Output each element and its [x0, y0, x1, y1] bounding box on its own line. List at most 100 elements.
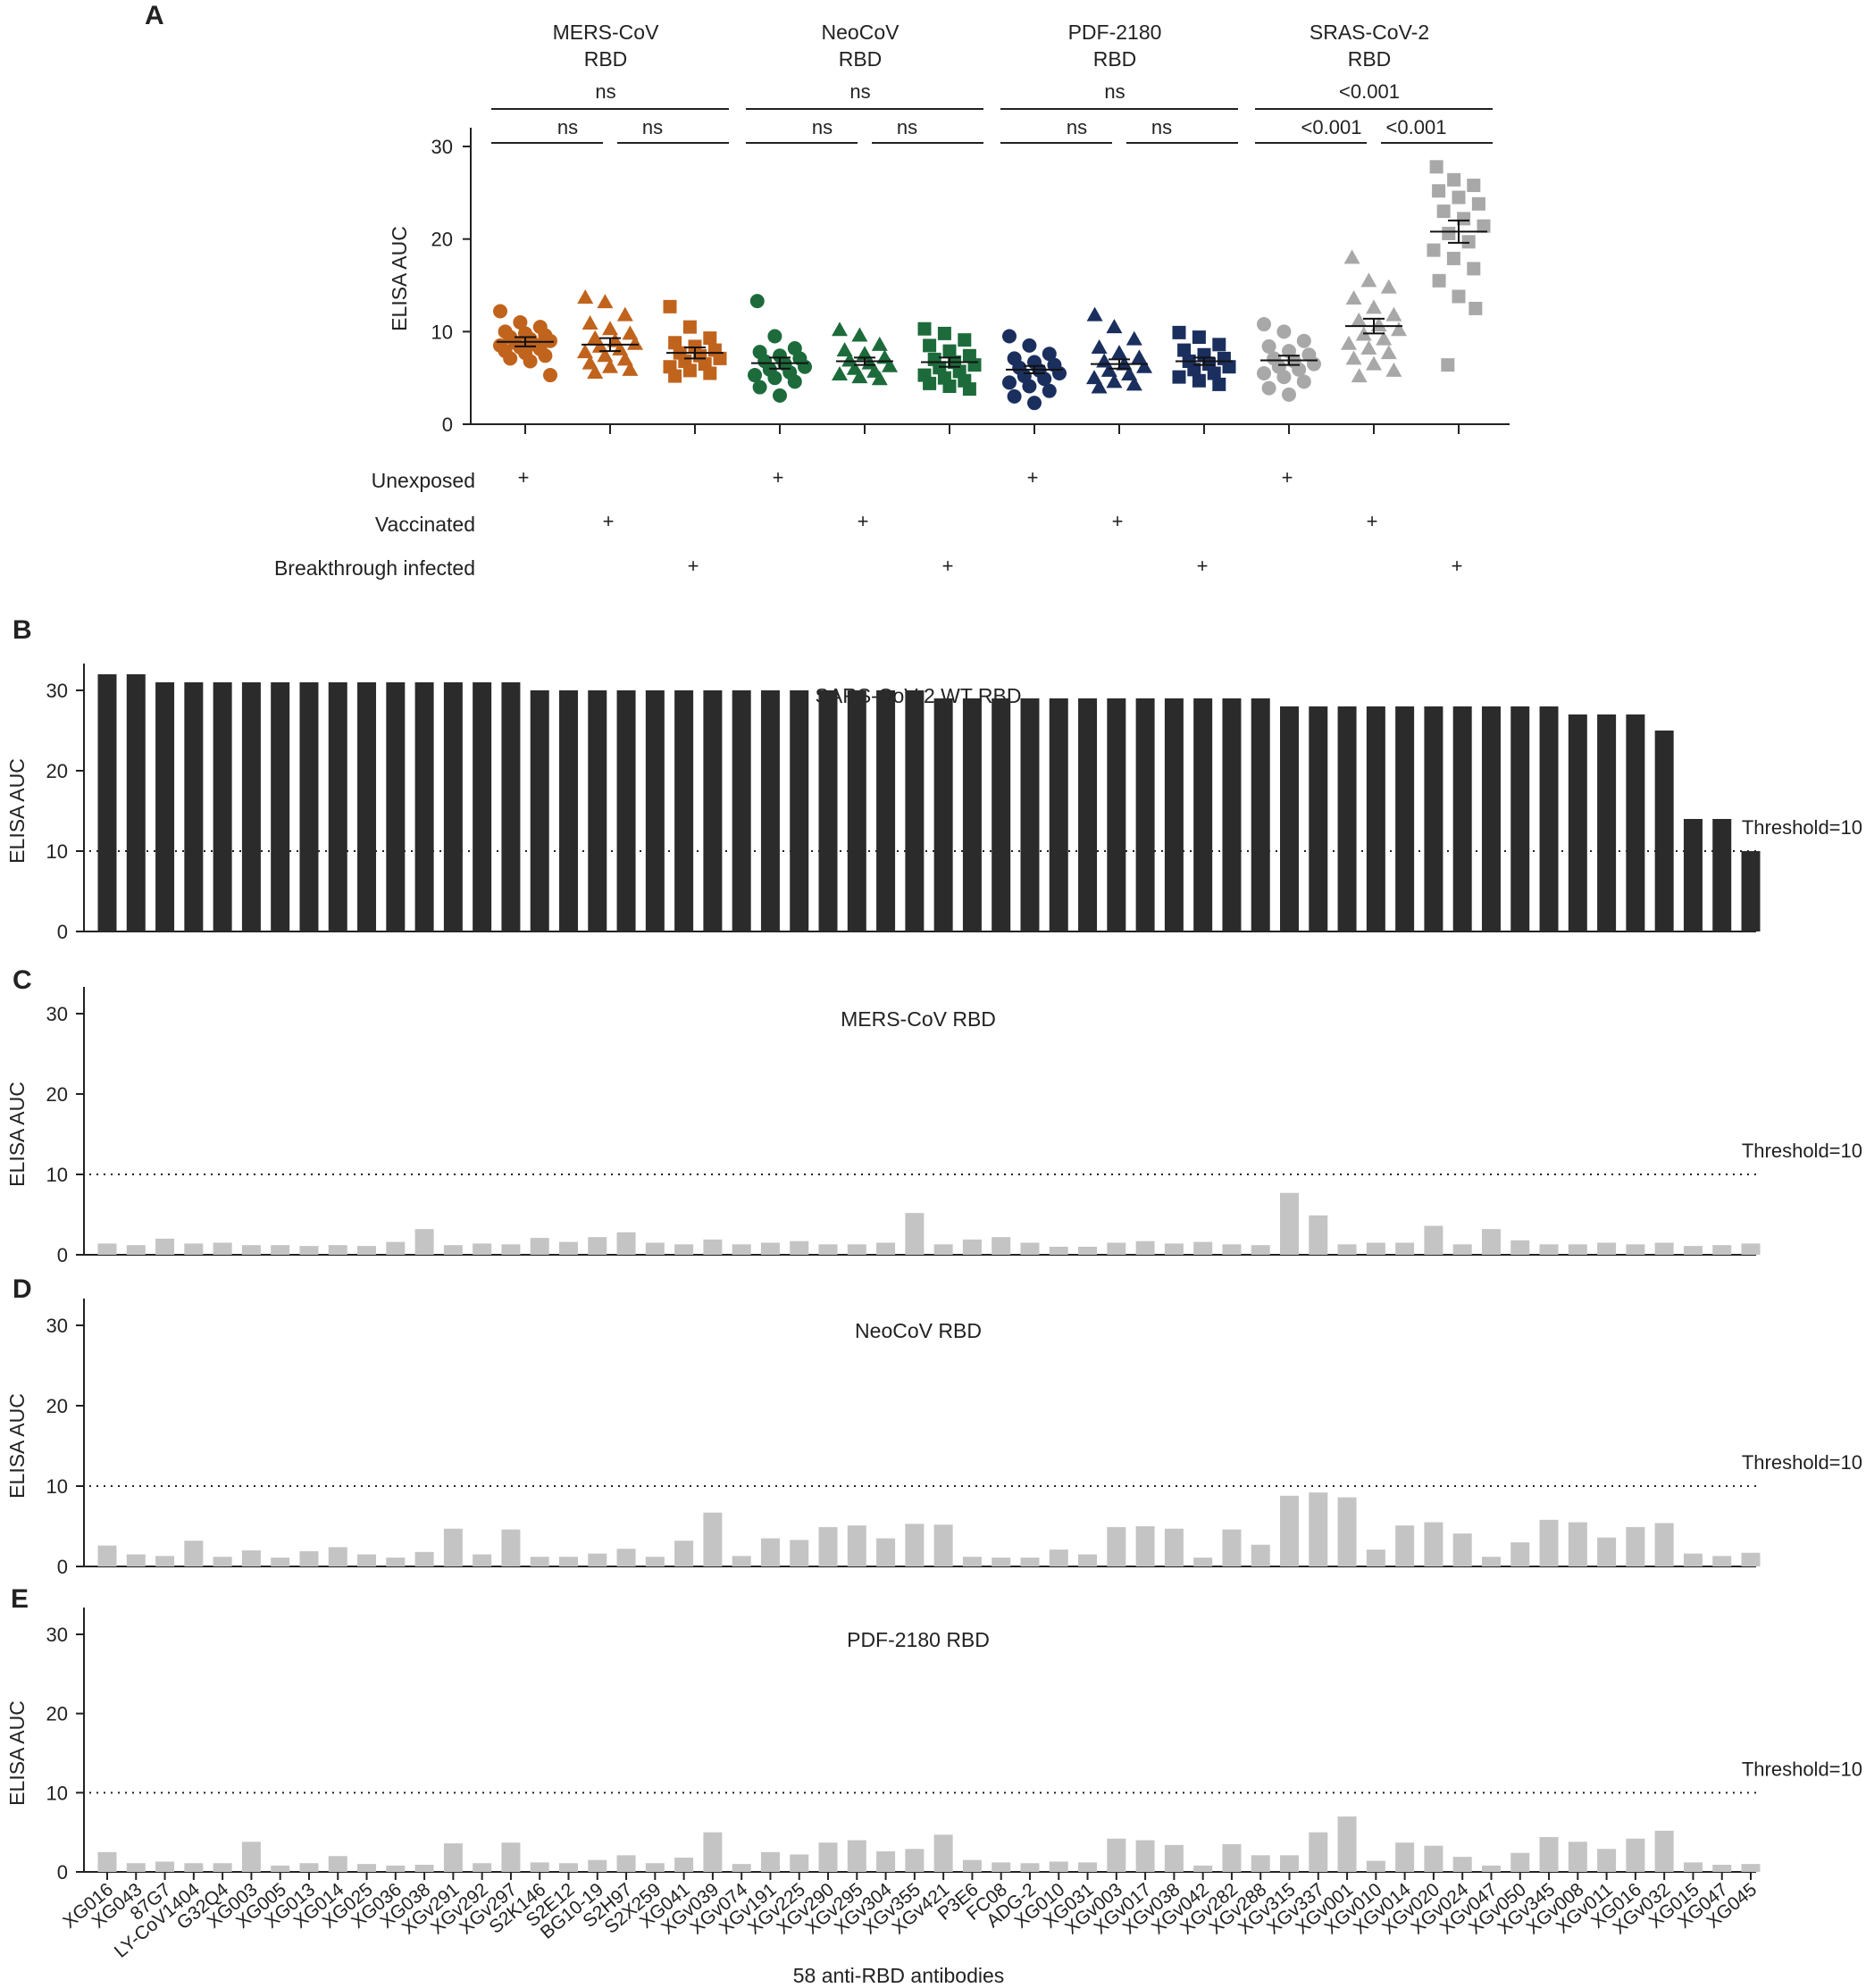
data-point: [871, 336, 888, 351]
bar: [1251, 1544, 1270, 1566]
condition-plus-mark: +: [1282, 466, 1293, 489]
bar: [1597, 1537, 1617, 1566]
data-point: [602, 358, 618, 373]
data-point: [1177, 343, 1192, 357]
bar: [992, 1237, 1011, 1255]
bar: [703, 1832, 723, 1872]
bar: [876, 690, 896, 931]
bar: [1280, 1192, 1300, 1255]
data-point: [1427, 243, 1441, 257]
group-title: MERS-CoV: [553, 21, 660, 44]
bar: [992, 698, 1011, 931]
data-point: [622, 325, 639, 340]
data-point: [942, 344, 957, 358]
bar: [1510, 1852, 1530, 1872]
bar: [155, 682, 175, 931]
bar: [1683, 1862, 1703, 1872]
data-point: [513, 314, 528, 330]
data-point: [1447, 172, 1461, 187]
bar: [1539, 1836, 1559, 1872]
data-point: [1192, 373, 1206, 388]
condition-plus-mark: +: [1452, 555, 1463, 577]
bar: [933, 1834, 953, 1872]
bar: [271, 682, 290, 931]
bar: [1366, 1242, 1385, 1255]
scatter-series: +: [917, 322, 982, 577]
bar: [1481, 706, 1501, 931]
data-point: [1441, 358, 1455, 372]
condition-label-breakthrough: Breakthrough infected: [274, 556, 475, 580]
bar: [443, 1843, 463, 1872]
data-point: [703, 366, 717, 380]
data-point: [1391, 322, 1407, 337]
panel-c-bar-chart: 0 10 20 30 ELISA AUC MERS-CoV RBD Threshold=10: [5, 987, 1862, 1266]
bar: [1626, 1244, 1645, 1255]
data-point: [543, 368, 557, 383]
scatter-group: SRAS-CoV-2 RBD <0.001 <0.001 <0.001 + + +: [1255, 21, 1493, 577]
panel-letter-c: C: [13, 965, 32, 995]
bar: [847, 1244, 866, 1255]
data-point: [1136, 358, 1152, 373]
bar: [1654, 731, 1674, 931]
bar: [97, 1851, 117, 1872]
bar: [760, 1538, 780, 1566]
condition-plus-mark: +: [1027, 466, 1039, 489]
data-point: [493, 304, 507, 319]
bar: [386, 1241, 406, 1255]
bar: [1395, 706, 1415, 931]
bar: [501, 1529, 521, 1566]
data-point: [577, 288, 594, 304]
group-title: PDF-2180: [1068, 21, 1162, 44]
bar: [790, 690, 809, 931]
group-title: RBD: [584, 47, 628, 71]
pairwise-significance: ns: [1151, 116, 1172, 138]
bar: [588, 1859, 607, 1872]
data-point: [1192, 330, 1206, 345]
bar: [1251, 1245, 1270, 1255]
data-point: [616, 306, 633, 322]
bar: [1337, 1816, 1357, 1872]
x-axis-label: 58 anti-RBD antibodies: [793, 1964, 1005, 1987]
threshold-label: Threshold=10: [1742, 1140, 1862, 1162]
bar: [1107, 1242, 1126, 1255]
bar: [1539, 706, 1559, 931]
bar: [1309, 1832, 1328, 1872]
data-point: [942, 379, 957, 393]
data-point: [1276, 324, 1292, 339]
bar: [1424, 1225, 1443, 1255]
bar: [357, 682, 377, 931]
condition-plus-mark: +: [518, 466, 530, 489]
data-point: [1376, 330, 1393, 346]
bar: [357, 1864, 377, 1872]
bar: [1683, 1553, 1703, 1566]
y-axis-label: ELISA AUC: [5, 758, 29, 864]
y-tick-label: 20: [431, 229, 453, 251]
bar: [558, 1863, 578, 1872]
data-point: [1121, 366, 1138, 381]
y-tick-label: 0: [57, 1244, 68, 1266]
data-point: [923, 338, 937, 353]
bar: [241, 682, 261, 931]
data-point: [1360, 339, 1377, 355]
y-tick-label: 30: [431, 136, 453, 158]
scatter-series: +: [1002, 329, 1067, 489]
data-point: [577, 344, 593, 359]
bar: [818, 1244, 838, 1255]
bar: [1568, 1244, 1587, 1255]
bar: [962, 1239, 982, 1255]
condition-plus-mark: +: [942, 555, 954, 577]
bar: [1452, 1244, 1472, 1255]
bar: [414, 1551, 434, 1566]
overall-significance: <0.001: [1339, 80, 1400, 103]
scatter-series: +: [1172, 325, 1236, 577]
bar: [501, 682, 521, 931]
y-axis-label: ELISA AUC: [5, 1700, 29, 1806]
panel-title: PDF-2180 RBD: [847, 1628, 990, 1651]
bar: [588, 690, 607, 931]
bar: [1568, 1842, 1587, 1872]
bar: [1337, 706, 1357, 931]
bar: [905, 1524, 925, 1566]
bar: [962, 1557, 982, 1566]
data-point: [682, 320, 697, 334]
